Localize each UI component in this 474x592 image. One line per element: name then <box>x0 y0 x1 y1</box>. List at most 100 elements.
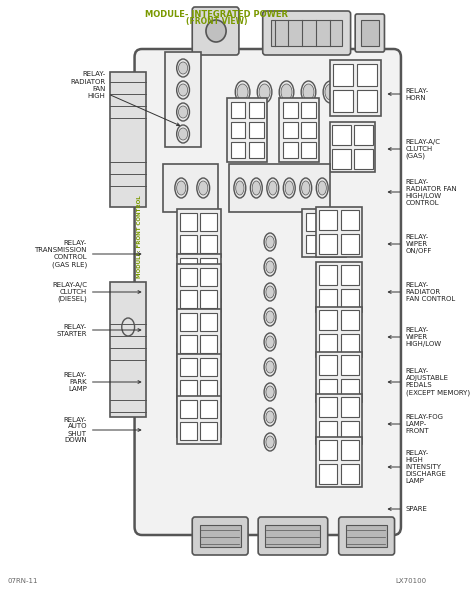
Bar <box>177 354 220 402</box>
Bar <box>227 98 267 162</box>
Bar <box>354 125 373 145</box>
Ellipse shape <box>177 181 186 195</box>
Bar <box>340 310 359 330</box>
Ellipse shape <box>264 408 276 426</box>
Bar <box>279 98 319 162</box>
Ellipse shape <box>206 20 226 42</box>
Text: RELAY-
HORN: RELAY- HORN <box>388 88 429 101</box>
Bar <box>201 258 217 276</box>
Ellipse shape <box>266 411 274 423</box>
Ellipse shape <box>257 81 272 103</box>
Bar <box>201 268 217 286</box>
Bar <box>332 125 351 145</box>
Bar <box>231 102 246 118</box>
Ellipse shape <box>266 311 274 323</box>
Bar <box>319 464 337 484</box>
Text: RELAY-
ADJUSTABLE
PEDALS
(EXCEPT MEMORY): RELAY- ADJUSTABLE PEDALS (EXCEPT MEMORY) <box>388 368 470 395</box>
Text: MODULE- INTEGRATED POWER: MODULE- INTEGRATED POWER <box>146 9 289 18</box>
Bar <box>180 370 197 388</box>
Ellipse shape <box>264 333 276 351</box>
FancyBboxPatch shape <box>135 49 401 535</box>
Bar <box>301 102 316 118</box>
Bar <box>329 122 375 172</box>
Ellipse shape <box>264 308 276 326</box>
Bar <box>249 122 264 138</box>
Bar <box>319 265 337 285</box>
Ellipse shape <box>283 178 295 198</box>
Ellipse shape <box>266 361 274 373</box>
Ellipse shape <box>266 236 274 248</box>
Bar <box>177 254 220 302</box>
FancyBboxPatch shape <box>355 14 384 52</box>
Bar <box>180 422 197 440</box>
FancyBboxPatch shape <box>192 517 248 555</box>
Bar <box>319 310 337 330</box>
Bar <box>180 380 197 398</box>
Bar <box>110 72 146 207</box>
Bar <box>229 164 329 212</box>
Text: RELAY-
HIGH
INTENSITY
DISCHARGE
LAMP: RELAY- HIGH INTENSITY DISCHARGE LAMP <box>388 450 447 484</box>
Bar <box>319 355 337 375</box>
Bar <box>306 213 322 231</box>
Circle shape <box>253 120 260 128</box>
Ellipse shape <box>285 181 293 195</box>
Ellipse shape <box>122 318 135 336</box>
Bar <box>319 379 337 399</box>
Bar <box>177 396 220 444</box>
Bar <box>180 290 197 308</box>
Bar <box>180 348 197 366</box>
Ellipse shape <box>281 84 292 100</box>
Text: RELAY-
PARK
LAMP: RELAY- PARK LAMP <box>64 372 141 392</box>
Bar <box>361 20 379 46</box>
Ellipse shape <box>347 84 358 100</box>
Bar <box>163 164 218 212</box>
Ellipse shape <box>264 433 276 451</box>
Bar <box>165 52 201 147</box>
Ellipse shape <box>318 181 326 195</box>
Text: RELAY-
WIPER
HIGH/LOW: RELAY- WIPER HIGH/LOW <box>388 327 442 347</box>
Bar <box>249 102 264 118</box>
Bar <box>180 213 197 231</box>
Text: MODULE: FRONT CONTROL: MODULE: FRONT CONTROL <box>137 195 142 278</box>
Ellipse shape <box>325 84 336 100</box>
Ellipse shape <box>266 436 274 448</box>
Ellipse shape <box>264 233 276 251</box>
Bar <box>180 280 197 298</box>
Bar <box>319 334 337 354</box>
Text: 07RN-11: 07RN-11 <box>7 578 38 584</box>
Bar <box>271 20 342 46</box>
Bar <box>306 235 322 253</box>
Bar <box>201 348 217 366</box>
Text: (FRONT VIEW): (FRONT VIEW) <box>186 17 248 25</box>
FancyBboxPatch shape <box>339 517 394 555</box>
Bar <box>326 235 342 253</box>
Bar <box>357 90 377 112</box>
Bar <box>319 421 337 441</box>
FancyBboxPatch shape <box>263 11 351 55</box>
Bar <box>231 142 246 158</box>
Ellipse shape <box>279 81 294 103</box>
Text: RELAY-A/C
CLUTCH
(DIESEL): RELAY-A/C CLUTCH (DIESEL) <box>52 282 141 303</box>
Ellipse shape <box>179 62 188 74</box>
Text: RELAY-
WIPER
ON/OFF: RELAY- WIPER ON/OFF <box>388 234 432 254</box>
Bar <box>180 235 197 253</box>
Bar <box>319 440 337 460</box>
Bar <box>357 64 377 86</box>
Bar <box>201 380 217 398</box>
Bar <box>332 149 351 169</box>
Text: SPARE: SPARE <box>388 506 428 512</box>
Ellipse shape <box>303 84 314 100</box>
Bar <box>316 352 362 402</box>
Ellipse shape <box>266 336 274 348</box>
Ellipse shape <box>301 181 310 195</box>
Bar <box>201 335 217 353</box>
Ellipse shape <box>259 84 270 100</box>
Bar <box>201 422 217 440</box>
Bar <box>340 334 359 354</box>
Ellipse shape <box>266 261 274 273</box>
Ellipse shape <box>300 178 312 198</box>
Ellipse shape <box>252 181 260 195</box>
Ellipse shape <box>323 81 338 103</box>
Bar <box>201 290 217 308</box>
Bar <box>201 213 217 231</box>
